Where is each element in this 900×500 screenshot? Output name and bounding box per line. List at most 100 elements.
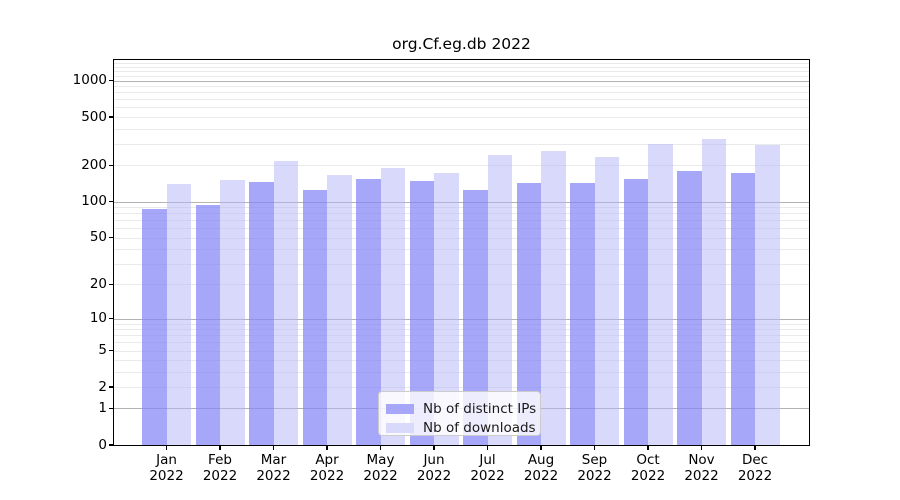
x-tick-mark (433, 446, 435, 450)
gridline-minor (114, 207, 809, 208)
x-tick-label-jan: Jan 2022 (149, 452, 184, 484)
bar-distinct-ips-may (356, 178, 381, 445)
x-tick-label-oct: Oct 2022 (630, 452, 666, 484)
bar-distinct-ips-jan (142, 208, 167, 445)
gridline-minor (114, 99, 809, 101)
gridline-minor (114, 128, 809, 130)
x-tick-mark (272, 446, 275, 450)
gridline-minor (114, 92, 809, 94)
gridline-minor (114, 143, 809, 145)
y-tick-mark (109, 236, 113, 239)
y-tick-label: 500 (81, 108, 107, 125)
legend-swatch-distinct-ips (386, 403, 414, 414)
x-tick-mark (647, 446, 649, 450)
x-tick-mark (326, 446, 328, 450)
gridline-minor (114, 228, 809, 230)
gridline-minor (114, 165, 809, 167)
y-tick-label: 20 (89, 275, 107, 292)
bar-downloads-sep (594, 156, 619, 445)
x-tick-label-nov: Nov 2022 (684, 452, 719, 484)
x-tick-label-feb: Feb 2022 (202, 452, 238, 484)
x-tick-label-aug: Aug 2022 (523, 452, 559, 484)
gridline-minor (114, 284, 809, 286)
gridline-minor (114, 360, 809, 362)
gridline-minor (114, 263, 809, 265)
bar-distinct-ips-apr (302, 189, 327, 445)
y-tick-mark (109, 164, 113, 166)
gridline-minor (114, 342, 809, 344)
gridline-minor (114, 75, 809, 77)
gridline-minor (114, 237, 809, 239)
gridline-minor (114, 220, 809, 222)
plot-area: Nb of distinct IPs Nb of downloads (113, 59, 810, 446)
gridline-minor (114, 350, 809, 352)
bar-downloads-apr (327, 175, 352, 445)
y-tick-label: 100 (81, 193, 107, 209)
bar-downloads-jan (166, 183, 191, 445)
legend-swatch-downloads (386, 422, 414, 433)
bar-downloads-aug (541, 151, 566, 445)
x-tick-label-mar: Mar 2022 (256, 452, 291, 484)
gridline-major (114, 318, 809, 320)
y-tick-label: 0 (98, 436, 107, 453)
bar-distinct-ips-oct (623, 178, 648, 445)
bar-downloads-mar (273, 161, 298, 445)
bar-downloads-oct (648, 143, 673, 445)
y-tick-mark (109, 79, 113, 82)
gridline-minor (114, 86, 809, 87)
legend-item-distinct-ips: Nb of distinct IPs (386, 399, 536, 418)
y-tick-label: 1 (98, 399, 107, 416)
bar-distinct-ips-nov (677, 170, 702, 445)
y-tick-mark (109, 116, 113, 118)
x-tick-label-apr: Apr 2022 (309, 452, 345, 484)
gridline-major (114, 80, 809, 82)
y-tick-mark (109, 386, 113, 388)
x-tick-label-dec: Dec 2022 (737, 452, 773, 484)
x-tick-mark (754, 446, 756, 450)
x-tick-mark (593, 446, 596, 450)
bar-downloads-dec (755, 144, 780, 445)
y-tick-label: 5 (98, 342, 107, 358)
y-tick-label: 50 (89, 229, 107, 246)
bar-distinct-ips-sep (570, 182, 595, 445)
gridline-minor (114, 107, 809, 109)
y-tick-label: 10 (89, 310, 107, 326)
x-tick-mark (165, 446, 168, 450)
legend-label-distinct-ips: Nb of distinct IPs (423, 400, 537, 417)
y-tick-label: 2 (98, 378, 107, 395)
x-tick-label-jul: Jul 2022 (470, 452, 505, 484)
gridline-minor (114, 323, 809, 325)
legend: Nb of distinct IPs Nb of downloads (378, 391, 541, 436)
x-tick-mark (219, 446, 221, 450)
gridline-minor (114, 62, 809, 64)
y-tick-mark (109, 407, 113, 410)
x-tick-mark (379, 446, 382, 450)
gridline-major (114, 201, 809, 203)
y-tick-mark (109, 283, 113, 286)
y-tick-mark (109, 444, 113, 446)
gridline-minor (114, 66, 809, 68)
y-tick-mark (109, 349, 113, 352)
x-tick-mark (540, 446, 542, 450)
bar-distinct-ips-dec (730, 173, 755, 445)
gridline-minor (114, 213, 809, 215)
chart-title: org.Cf.eg.db 2022 (392, 35, 531, 53)
gridline-minor (114, 117, 809, 118)
gridline-minor (114, 70, 809, 72)
bar-downloads-nov (701, 138, 726, 445)
x-tick-label-jun: Jun 2022 (416, 452, 452, 484)
x-tick-label-sep: Sep 2022 (577, 452, 612, 484)
gridline-minor (114, 371, 809, 373)
gridline-minor (114, 335, 809, 337)
x-tick-label-may: May 2022 (363, 452, 398, 484)
y-tick-label: 200 (81, 156, 107, 173)
gridline-minor (114, 329, 809, 331)
y-tick-label: 1000 (72, 72, 107, 88)
legend-label-downloads: Nb of downloads (423, 419, 536, 436)
x-tick-mark (486, 446, 489, 450)
gridline-minor (114, 387, 809, 388)
bar-distinct-ips-feb (195, 205, 220, 445)
y-tick-mark (109, 317, 113, 320)
bar-downloads-feb (220, 179, 245, 445)
